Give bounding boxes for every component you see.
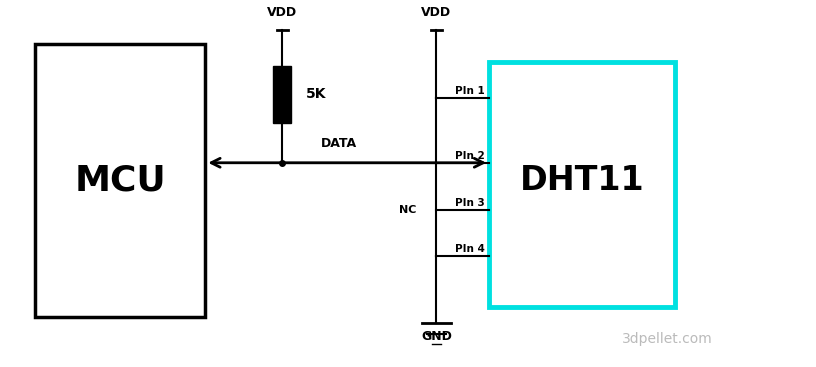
Text: MCU: MCU [74,164,166,198]
Text: DHT11: DHT11 [520,164,645,197]
Text: NC: NC [399,204,416,215]
Bar [273,66,291,123]
Bar [35,44,206,317]
Text: PIn 4: PIn 4 [455,244,485,254]
Text: PIn 2: PIn 2 [455,151,485,161]
Text: VDD: VDD [268,6,298,19]
Text: 3dpellet.com: 3dpellet.com [622,332,712,346]
Text: PIn 3: PIn 3 [455,198,485,208]
Text: VDD: VDD [421,6,451,19]
Text: PIn 1: PIn 1 [455,86,485,96]
Text: 5K: 5K [306,87,326,101]
Text: DATA: DATA [321,137,357,150]
Bar [489,62,676,307]
Text: GND: GND [421,330,452,343]
